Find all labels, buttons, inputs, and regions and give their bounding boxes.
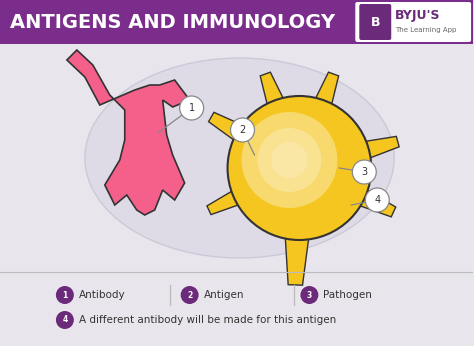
Circle shape — [181, 286, 199, 304]
Polygon shape — [314, 72, 338, 108]
Circle shape — [242, 112, 337, 208]
FancyBboxPatch shape — [0, 0, 473, 44]
Ellipse shape — [85, 58, 394, 258]
Text: 4: 4 — [62, 316, 67, 325]
FancyBboxPatch shape — [359, 4, 391, 40]
Text: 3: 3 — [307, 291, 312, 300]
Text: ANTIGENS AND IMMUNOLOGY: ANTIGENS AND IMMUNOLOGY — [10, 12, 335, 31]
Circle shape — [228, 96, 371, 240]
Text: 1: 1 — [62, 291, 67, 300]
Text: Pathogen: Pathogen — [323, 290, 372, 300]
Polygon shape — [260, 72, 285, 108]
Circle shape — [56, 311, 74, 329]
FancyBboxPatch shape — [356, 2, 471, 42]
Text: The Learning App: The Learning App — [395, 27, 456, 33]
Circle shape — [257, 128, 321, 192]
Text: 1: 1 — [189, 103, 195, 113]
Text: BYJU'S: BYJU'S — [395, 9, 441, 22]
Circle shape — [230, 118, 255, 142]
Polygon shape — [362, 136, 399, 160]
Circle shape — [272, 142, 308, 178]
Text: 4: 4 — [374, 195, 380, 205]
Polygon shape — [209, 112, 246, 142]
Polygon shape — [285, 235, 309, 285]
Circle shape — [180, 96, 204, 120]
Circle shape — [352, 160, 376, 184]
Text: Antibody: Antibody — [79, 290, 126, 300]
Circle shape — [365, 188, 389, 212]
Polygon shape — [207, 189, 242, 215]
Text: Antigen: Antigen — [204, 290, 244, 300]
Text: 2: 2 — [187, 291, 192, 300]
Text: 2: 2 — [239, 125, 246, 135]
Text: B: B — [371, 16, 380, 28]
Text: 3: 3 — [361, 167, 367, 177]
Circle shape — [301, 286, 319, 304]
Polygon shape — [67, 50, 190, 215]
Text: A different antibody will be made for this antigen: A different antibody will be made for th… — [79, 315, 336, 325]
Circle shape — [56, 286, 74, 304]
Polygon shape — [356, 188, 396, 217]
